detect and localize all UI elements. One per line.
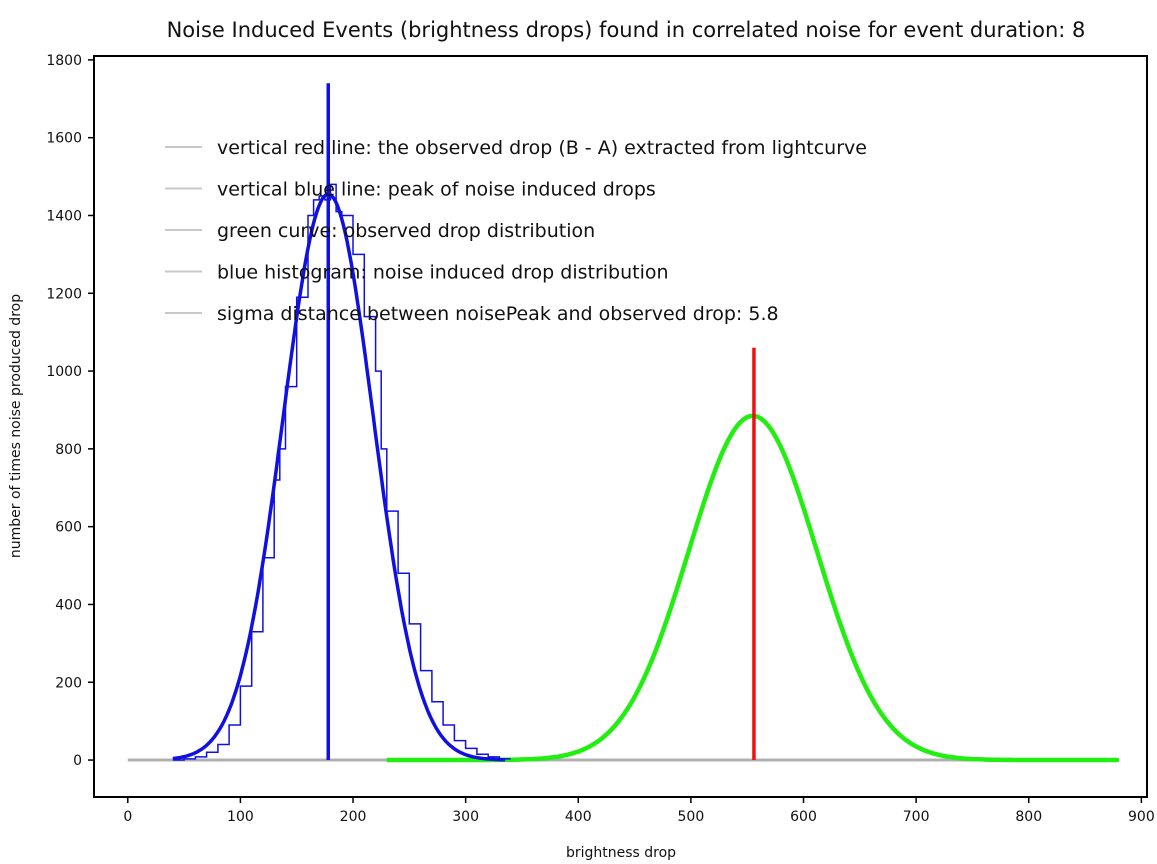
- y-tick-label: 600: [55, 520, 82, 536]
- y-tick-label: 1600: [46, 131, 82, 147]
- y-axis: 0 200 400 600 800 1000 1200 1400 1600 1800: [46, 53, 94, 769]
- y-tick-label: 400: [55, 597, 82, 613]
- x-tick-label: 700: [903, 809, 930, 825]
- y-tick-label: 800: [55, 442, 82, 458]
- y-axis-label: number of times noise produced drop: [8, 294, 24, 558]
- blue-histogram: [172, 183, 511, 761]
- plot-area: [127, 83, 1119, 763]
- x-tick-label: 200: [340, 809, 367, 825]
- legend-entry: blue histogram: noise induced drop distr…: [217, 262, 669, 284]
- legend: vertical red line: the observed drop (B …: [165, 137, 867, 325]
- x-tick-label: 900: [1128, 809, 1155, 825]
- x-tick-label: 800: [1015, 809, 1042, 825]
- legend-entry: vertical red line: the observed drop (B …: [217, 137, 867, 159]
- y-tick-label: 1000: [46, 364, 82, 380]
- chart-title: Noise Induced Events (brightness drops) …: [167, 18, 1086, 42]
- x-tick-label: 100: [227, 809, 254, 825]
- blue-fit-curve: [172, 192, 506, 762]
- legend-entry: vertical blue line: peak of noise induce…: [217, 179, 656, 201]
- x-tick-label: 400: [565, 809, 592, 825]
- x-axis: 0 100 200 300 400 500 600 700 800 900: [123, 797, 1155, 825]
- y-tick-label: 1200: [46, 286, 82, 302]
- legend-entry: green curve: observed drop distribution: [217, 220, 595, 242]
- y-tick-label: 200: [55, 675, 82, 691]
- y-tick-label: 0: [73, 753, 82, 769]
- x-tick-label: 500: [678, 809, 705, 825]
- x-tick-label: 0: [123, 809, 132, 825]
- y-tick-label: 1800: [46, 53, 82, 69]
- legend-entry: sigma distance between noisePeak and obs…: [217, 303, 779, 325]
- x-axis-label: brightness drop: [566, 845, 676, 861]
- plot-frame: [93, 55, 1148, 798]
- y-tick-label: 1400: [46, 208, 82, 224]
- x-tick-label: 600: [790, 809, 817, 825]
- x-tick-label: 300: [452, 809, 479, 825]
